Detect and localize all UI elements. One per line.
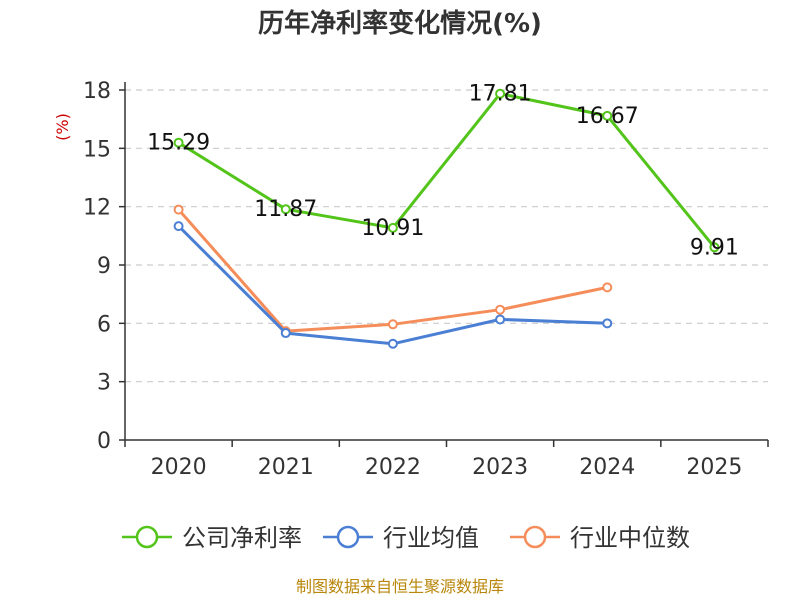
series-公司净利率 — [173, 88, 720, 253]
data-label: 16.67 — [576, 104, 639, 129]
x-tick-label: 2024 — [579, 455, 635, 480]
x-tick-label: 2022 — [365, 455, 421, 480]
data-labels: 15.29 11.87 10.91 17.81 16.67 9.91 — [147, 82, 739, 261]
data-label: 10.91 — [361, 216, 424, 241]
series-line — [177, 92, 716, 249]
source-note: 制图数据来自恒生聚源数据库 — [296, 577, 504, 596]
data-label: 15.29 — [147, 131, 210, 156]
data-point — [173, 221, 184, 232]
y-axis-label: (%) — [53, 113, 72, 141]
legend-marker — [135, 525, 159, 549]
data-point — [173, 137, 184, 148]
x-tick-label: 2023 — [472, 455, 528, 480]
legend-item: 行业中位数 — [510, 524, 690, 552]
data-label: 17.81 — [469, 82, 532, 107]
y-tick-label: 3 — [97, 371, 111, 396]
y-tick-label: 15 — [83, 137, 111, 162]
legend-label: 行业中位数 — [570, 524, 690, 552]
data-point — [709, 242, 720, 253]
y-tick-label: 12 — [83, 196, 111, 221]
data-point — [387, 319, 398, 330]
axes: 0 3 6 9 12 15 18 2020 2021 2022 2023 2024 2025 — [83, 79, 769, 480]
data-label: 11.87 — [254, 197, 317, 222]
data-point — [280, 204, 291, 215]
data-point — [602, 110, 613, 121]
chart-title: 历年净利率变化情况(%) — [258, 8, 542, 39]
series-行业均值 — [173, 221, 613, 349]
legend-item: 行业均值 — [323, 524, 479, 552]
legend-label: 公司净利率 — [182, 524, 302, 552]
data-point — [495, 88, 506, 99]
data-point — [387, 222, 398, 233]
legend-marker — [523, 525, 547, 549]
data-point — [602, 282, 613, 293]
y-tick-label: 9 — [97, 254, 111, 279]
x-tick-label: 2021 — [258, 455, 314, 480]
legend-marker — [336, 525, 360, 549]
legend-item: 公司净利率 — [122, 524, 302, 552]
data-point — [495, 304, 506, 315]
data-point — [602, 318, 613, 329]
data-label: 9.91 — [690, 235, 739, 260]
y-tick-label: 0 — [97, 429, 111, 454]
grid-lines — [125, 89, 768, 383]
legend-label: 行业均值 — [383, 524, 479, 552]
y-tick-label: 18 — [83, 79, 111, 104]
x-tick-label: 2025 — [686, 455, 742, 480]
y-tick-label: 6 — [97, 312, 111, 337]
data-point — [495, 314, 506, 325]
data-point — [173, 204, 184, 215]
x-tick-label: 2020 — [151, 455, 207, 480]
legend: 公司净利率 行业均值 行业中位数 — [122, 524, 690, 552]
data-point — [387, 338, 398, 349]
data-point — [280, 328, 291, 339]
series-lines — [173, 88, 720, 349]
